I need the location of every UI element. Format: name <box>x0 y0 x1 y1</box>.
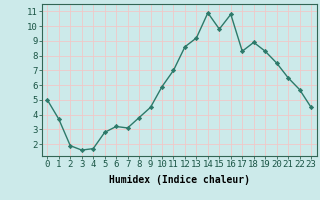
X-axis label: Humidex (Indice chaleur): Humidex (Indice chaleur) <box>109 175 250 185</box>
